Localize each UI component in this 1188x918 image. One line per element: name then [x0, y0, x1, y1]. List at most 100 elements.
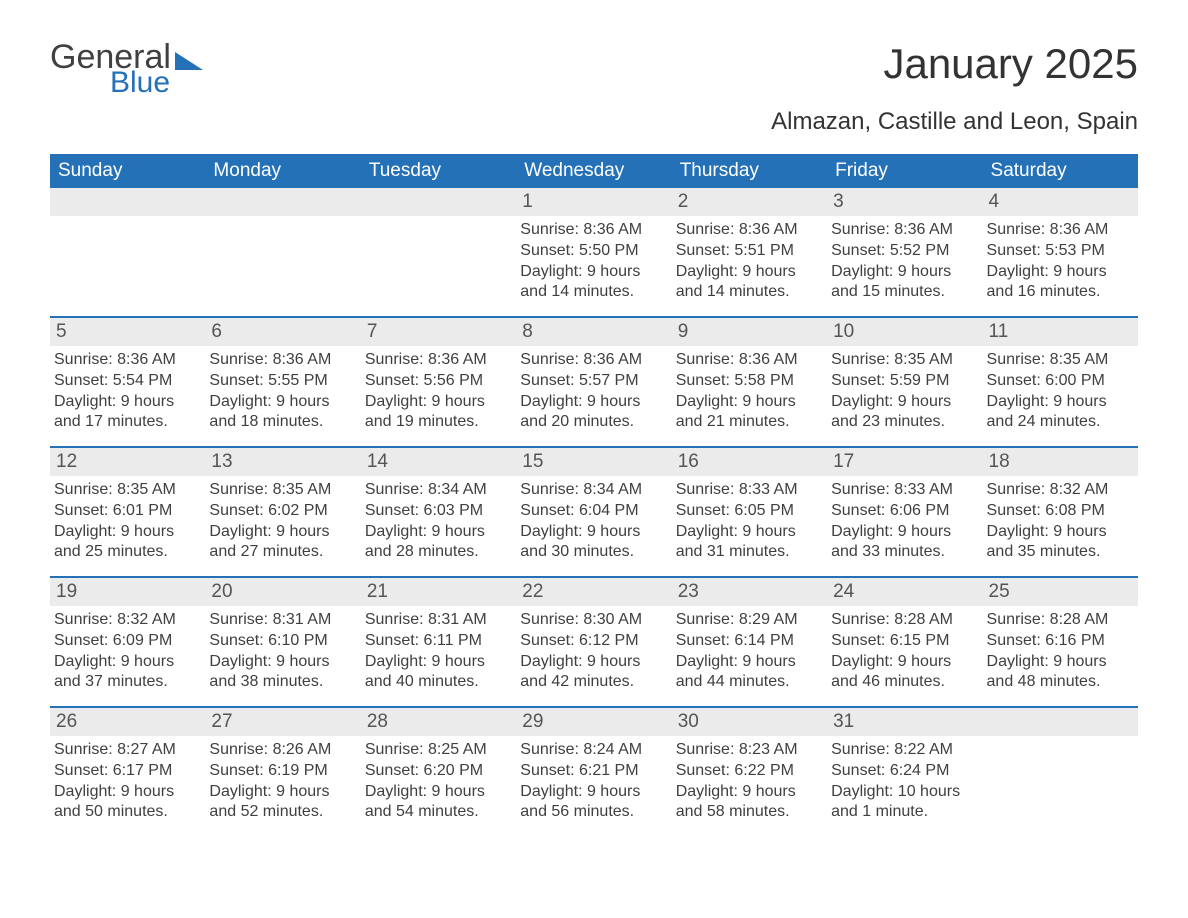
day-body: Sunrise: 8:36 AMSunset: 5:50 PMDaylight:… — [516, 216, 671, 313]
sunset-text: Sunset: 6:16 PM — [987, 631, 1134, 652]
day-header: Monday — [205, 154, 360, 188]
day-number: 1 — [516, 188, 671, 216]
location-subtitle: Almazan, Castille and Leon, Spain — [50, 108, 1138, 136]
daylight-text: and 23 minutes. — [831, 412, 978, 433]
day-body: Sunrise: 8:31 AMSunset: 6:10 PMDaylight:… — [205, 606, 360, 703]
day-number: 14 — [361, 448, 516, 476]
day-cell: 17Sunrise: 8:33 AMSunset: 6:06 PMDayligh… — [827, 448, 982, 576]
day-cell: 22Sunrise: 8:30 AMSunset: 6:12 PMDayligh… — [516, 578, 671, 706]
daylight-text: and 25 minutes. — [54, 542, 201, 563]
daylight-text: Daylight: 10 hours — [831, 782, 978, 803]
day-number: 26 — [50, 708, 205, 736]
daylight-text: Daylight: 9 hours — [831, 392, 978, 413]
day-cell — [50, 188, 205, 316]
day-cell: 28Sunrise: 8:25 AMSunset: 6:20 PMDayligh… — [361, 708, 516, 836]
sunset-text: Sunset: 6:19 PM — [209, 761, 356, 782]
day-body: Sunrise: 8:26 AMSunset: 6:19 PMDaylight:… — [205, 736, 360, 833]
sunrise-text: Sunrise: 8:28 AM — [987, 610, 1134, 631]
day-number: 7 — [361, 318, 516, 346]
daylight-text: and 19 minutes. — [365, 412, 512, 433]
sunrise-text: Sunrise: 8:36 AM — [831, 220, 978, 241]
day-cell — [205, 188, 360, 316]
day-body: Sunrise: 8:30 AMSunset: 6:12 PMDaylight:… — [516, 606, 671, 703]
day-cell: 27Sunrise: 8:26 AMSunset: 6:19 PMDayligh… — [205, 708, 360, 836]
sunset-text: Sunset: 6:10 PM — [209, 631, 356, 652]
week-row: 19Sunrise: 8:32 AMSunset: 6:09 PMDayligh… — [50, 576, 1138, 706]
week-row: 1Sunrise: 8:36 AMSunset: 5:50 PMDaylight… — [50, 188, 1138, 316]
sunrise-text: Sunrise: 8:32 AM — [54, 610, 201, 631]
day-cell — [983, 708, 1138, 836]
day-body: Sunrise: 8:29 AMSunset: 6:14 PMDaylight:… — [672, 606, 827, 703]
day-body: Sunrise: 8:36 AMSunset: 5:56 PMDaylight:… — [361, 346, 516, 443]
daylight-text: Daylight: 9 hours — [520, 782, 667, 803]
day-cell: 11Sunrise: 8:35 AMSunset: 6:00 PMDayligh… — [983, 318, 1138, 446]
day-body: Sunrise: 8:22 AMSunset: 6:24 PMDaylight:… — [827, 736, 982, 833]
weeks-container: 1Sunrise: 8:36 AMSunset: 5:50 PMDaylight… — [50, 188, 1138, 836]
day-number: 23 — [672, 578, 827, 606]
daylight-text: and 38 minutes. — [209, 672, 356, 693]
daylight-text: Daylight: 9 hours — [987, 652, 1134, 673]
day-cell: 31Sunrise: 8:22 AMSunset: 6:24 PMDayligh… — [827, 708, 982, 836]
sunset-text: Sunset: 6:11 PM — [365, 631, 512, 652]
daylight-text: Daylight: 9 hours — [676, 652, 823, 673]
day-body: Sunrise: 8:36 AMSunset: 5:58 PMDaylight:… — [672, 346, 827, 443]
sunset-text: Sunset: 6:06 PM — [831, 501, 978, 522]
daylight-text: and 56 minutes. — [520, 802, 667, 823]
daylight-text: Daylight: 9 hours — [209, 782, 356, 803]
sunset-text: Sunset: 6:15 PM — [831, 631, 978, 652]
daylight-text: Daylight: 9 hours — [54, 392, 201, 413]
day-body: Sunrise: 8:24 AMSunset: 6:21 PMDaylight:… — [516, 736, 671, 833]
day-cell: 24Sunrise: 8:28 AMSunset: 6:15 PMDayligh… — [827, 578, 982, 706]
day-body: Sunrise: 8:25 AMSunset: 6:20 PMDaylight:… — [361, 736, 516, 833]
day-number: 10 — [827, 318, 982, 346]
day-number: 29 — [516, 708, 671, 736]
day-body: Sunrise: 8:36 AMSunset: 5:51 PMDaylight:… — [672, 216, 827, 313]
day-cell: 3Sunrise: 8:36 AMSunset: 5:52 PMDaylight… — [827, 188, 982, 316]
day-header: Friday — [827, 154, 982, 188]
daylight-text: Daylight: 9 hours — [365, 782, 512, 803]
day-number: 5 — [50, 318, 205, 346]
daylight-text: Daylight: 9 hours — [987, 262, 1134, 283]
week-row: 5Sunrise: 8:36 AMSunset: 5:54 PMDaylight… — [50, 316, 1138, 446]
daylight-text: and 30 minutes. — [520, 542, 667, 563]
sunset-text: Sunset: 6:00 PM — [987, 371, 1134, 392]
sunset-text: Sunset: 6:01 PM — [54, 501, 201, 522]
daylight-text: and 40 minutes. — [365, 672, 512, 693]
day-number: 16 — [672, 448, 827, 476]
sunset-text: Sunset: 5:50 PM — [520, 241, 667, 262]
daylight-text: Daylight: 9 hours — [831, 262, 978, 283]
daylight-text: and 44 minutes. — [676, 672, 823, 693]
daylight-text: Daylight: 9 hours — [54, 652, 201, 673]
daylight-text: Daylight: 9 hours — [54, 522, 201, 543]
sunrise-text: Sunrise: 8:35 AM — [209, 480, 356, 501]
daylight-text: and 50 minutes. — [54, 802, 201, 823]
week-row: 26Sunrise: 8:27 AMSunset: 6:17 PMDayligh… — [50, 706, 1138, 836]
sunset-text: Sunset: 5:55 PM — [209, 371, 356, 392]
day-header: Saturday — [983, 154, 1138, 188]
sunset-text: Sunset: 5:56 PM — [365, 371, 512, 392]
sunset-text: Sunset: 6:02 PM — [209, 501, 356, 522]
daylight-text: and 14 minutes. — [676, 282, 823, 303]
sunrise-text: Sunrise: 8:33 AM — [676, 480, 823, 501]
calendar: Sunday Monday Tuesday Wednesday Thursday… — [50, 154, 1138, 836]
day-cell: 16Sunrise: 8:33 AMSunset: 6:05 PMDayligh… — [672, 448, 827, 576]
sunrise-text: Sunrise: 8:23 AM — [676, 740, 823, 761]
day-cell: 9Sunrise: 8:36 AMSunset: 5:58 PMDaylight… — [672, 318, 827, 446]
daylight-text: and 21 minutes. — [676, 412, 823, 433]
sunset-text: Sunset: 6:21 PM — [520, 761, 667, 782]
sunrise-text: Sunrise: 8:27 AM — [54, 740, 201, 761]
sunset-text: Sunset: 6:05 PM — [676, 501, 823, 522]
sunrise-text: Sunrise: 8:36 AM — [365, 350, 512, 371]
sunset-text: Sunset: 6:04 PM — [520, 501, 667, 522]
day-number: 22 — [516, 578, 671, 606]
day-number: 20 — [205, 578, 360, 606]
daylight-text: Daylight: 9 hours — [676, 782, 823, 803]
day-cell: 15Sunrise: 8:34 AMSunset: 6:04 PMDayligh… — [516, 448, 671, 576]
daylight-text: and 35 minutes. — [987, 542, 1134, 563]
day-body: Sunrise: 8:36 AMSunset: 5:52 PMDaylight:… — [827, 216, 982, 313]
day-header: Wednesday — [516, 154, 671, 188]
sunrise-text: Sunrise: 8:35 AM — [987, 350, 1134, 371]
day-number: 18 — [983, 448, 1138, 476]
daylight-text: Daylight: 9 hours — [987, 392, 1134, 413]
week-row: 12Sunrise: 8:35 AMSunset: 6:01 PMDayligh… — [50, 446, 1138, 576]
